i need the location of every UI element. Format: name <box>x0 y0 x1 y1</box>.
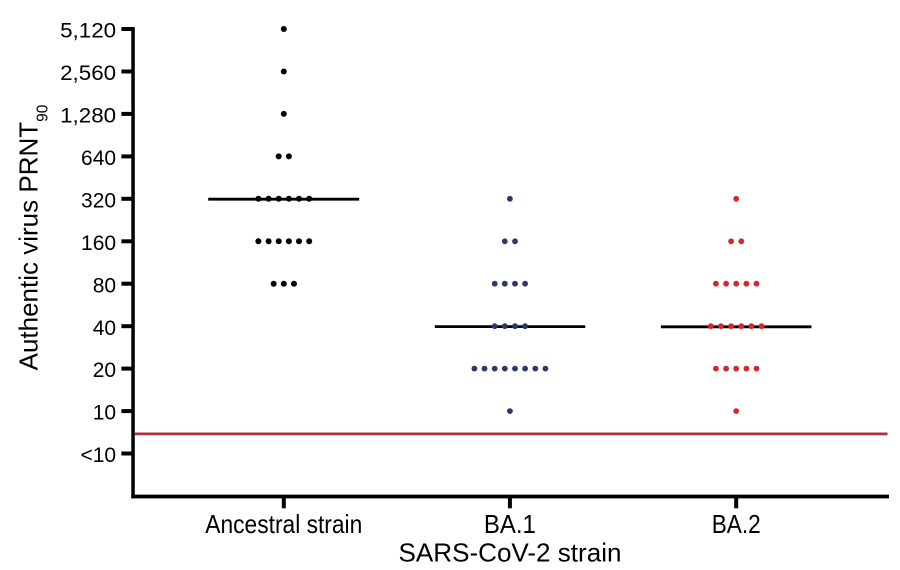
svg-text:BA.2: BA.2 <box>712 509 761 539</box>
svg-text:80: 80 <box>93 274 116 297</box>
svg-text:Ancestral strain: Ancestral strain <box>205 509 362 539</box>
svg-text:2,560: 2,560 <box>60 62 116 85</box>
svg-text:SARS-CoV-2 strain: SARS-CoV-2 strain <box>399 538 622 568</box>
svg-text:<10: <10 <box>80 444 116 467</box>
svg-text:BA.1: BA.1 <box>484 509 536 539</box>
svg-text:40: 40 <box>93 317 116 340</box>
svg-text:10: 10 <box>93 402 116 425</box>
svg-text:5,120: 5,120 <box>60 20 116 43</box>
svg-text:160: 160 <box>81 232 116 255</box>
svg-text:20: 20 <box>93 359 116 382</box>
svg-text:320: 320 <box>81 189 116 212</box>
svg-text:640: 640 <box>81 147 116 170</box>
svg-text:1,280: 1,280 <box>60 105 116 128</box>
